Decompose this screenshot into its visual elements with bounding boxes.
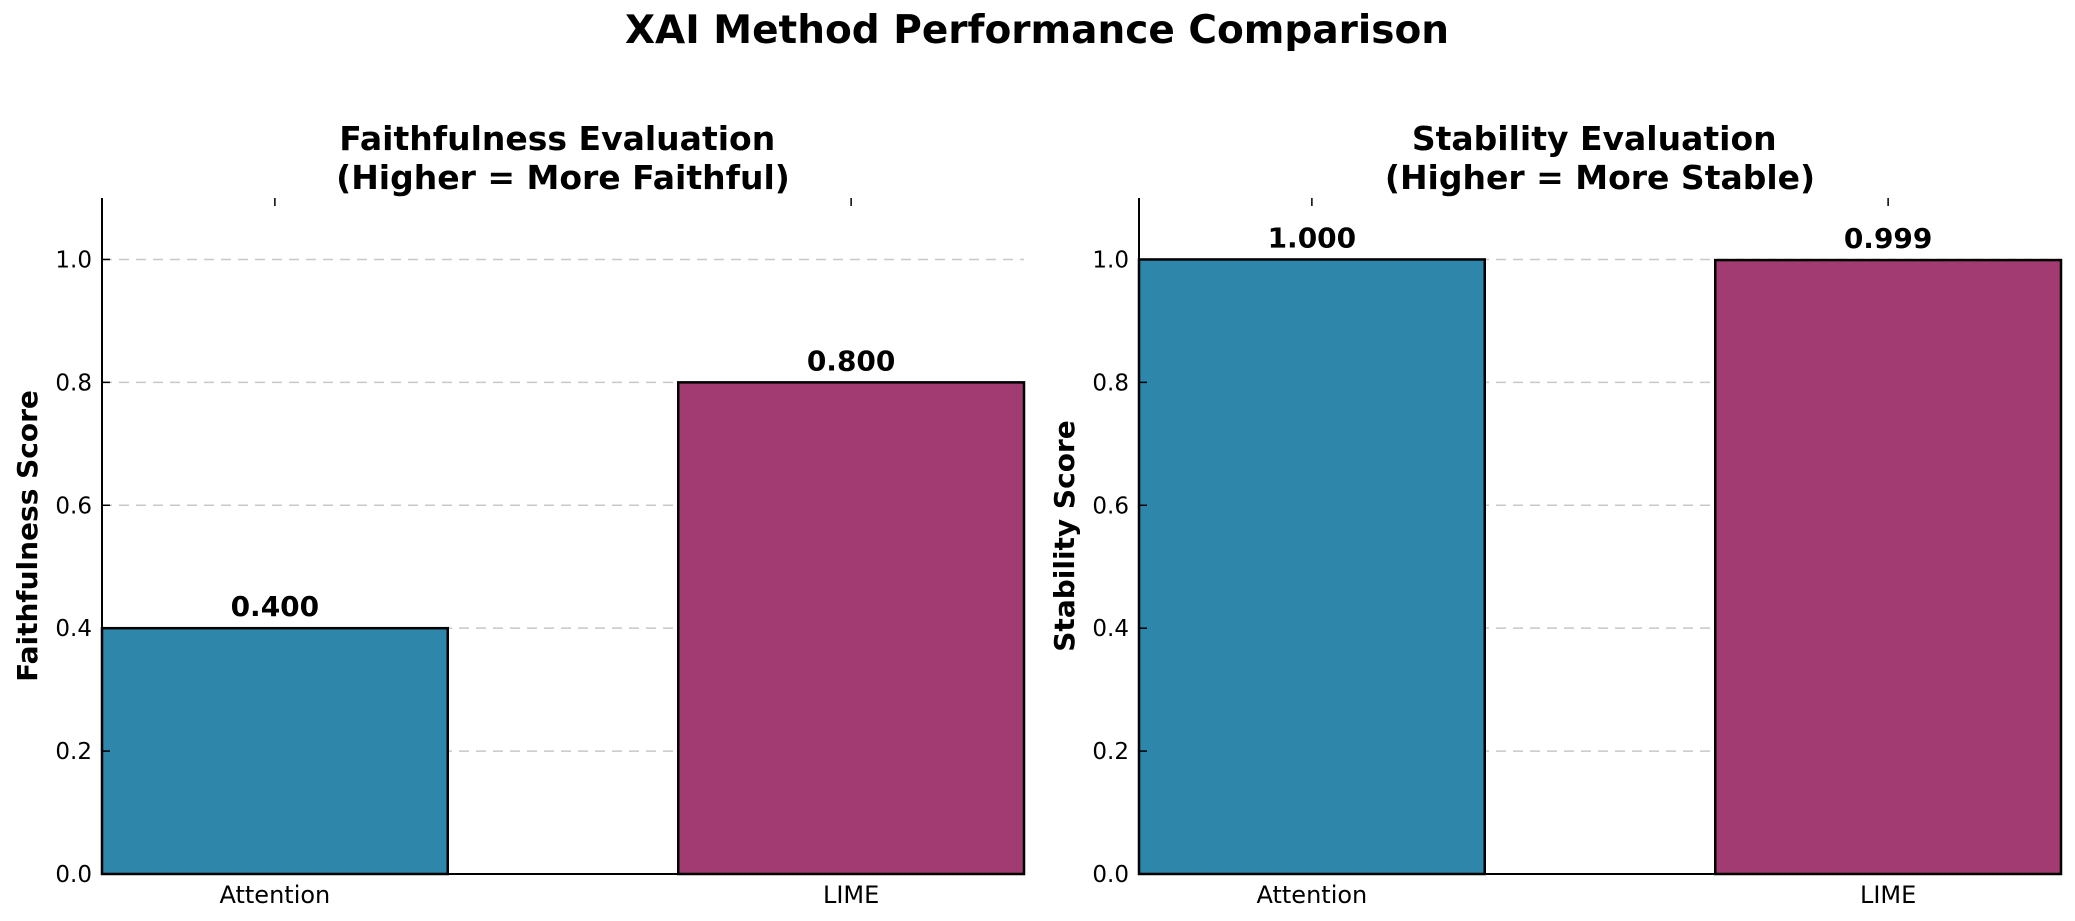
faithfulness-y-axis-label: Faithfulness Score <box>11 390 44 682</box>
faithfulness-x-tick-label: LIME <box>823 881 879 909</box>
faithfulness-y-tick-label: 0.0 <box>55 862 92 888</box>
faithfulness-y-tick-label: 0.2 <box>55 739 92 765</box>
stability-y-tick-label: 0.8 <box>1092 370 1129 396</box>
stability-y-tick-label: 0.6 <box>1092 493 1129 519</box>
faithfulness-value-label: 0.800 <box>807 344 896 377</box>
stability-y-axis-label: Stability Score <box>1048 420 1081 651</box>
stability-value-label: 1.000 <box>1268 221 1357 254</box>
faithfulness-y-tick-label: 0.6 <box>55 493 92 519</box>
faithfulness-title-line-2: (Higher = More Faithful) <box>336 158 790 197</box>
stability-x-tick-label: Attention <box>1256 881 1367 909</box>
figure-title: XAI Method Performance Comparison <box>625 8 1449 53</box>
stability-y-tick-label: 0.2 <box>1092 739 1129 765</box>
faithfulness-y-tick-label: 0.8 <box>55 370 92 396</box>
stability-bar-lime <box>1714 258 2063 876</box>
faithfulness-title-line-1: Faithfulness Evaluation <box>339 119 775 158</box>
stability-y-tick-label: 0.4 <box>1092 616 1129 642</box>
faithfulness-panel: Faithfulness Evaluation (Higher = More F… <box>11 119 1026 909</box>
faithfulness-value-label: 0.400 <box>231 590 320 623</box>
stability-title-line-2: (Higher = More Stable) <box>1385 158 1815 197</box>
faithfulness-x-tick-label: Attention <box>219 881 330 909</box>
stability-y-tick-label: 1.0 <box>1092 247 1129 273</box>
stability-title: Stability Evaluation (Higher = More Stab… <box>1385 119 1815 197</box>
stability-bar-attention <box>1137 258 1486 876</box>
faithfulness-bar-lime <box>677 381 1026 876</box>
faithfulness-y-tick-label: 0.4 <box>55 616 92 642</box>
stability-y-tick-label: 0.0 <box>1092 862 1129 888</box>
faithfulness-bar-attention <box>100 626 449 876</box>
faithfulness-y-tick-label: 1.0 <box>55 247 92 273</box>
stability-title-line-1: Stability Evaluation <box>1412 119 1777 158</box>
faithfulness-title: Faithfulness Evaluation (Higher = More F… <box>336 119 790 197</box>
stability-value-label: 0.999 <box>1844 222 1933 255</box>
stability-x-tick-label: LIME <box>1860 881 1916 909</box>
stability-panel: Stability Evaluation (Higher = More Stab… <box>1048 119 2063 909</box>
